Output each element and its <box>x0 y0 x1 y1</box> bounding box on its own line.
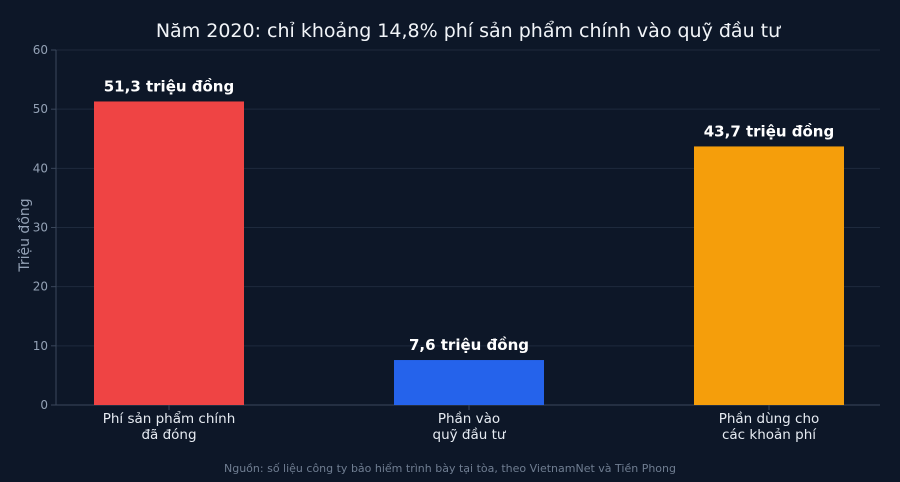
y-axis-title: Triệu đồng <box>16 198 33 272</box>
data-labels: 51,3 triệu đồng 7,6 triệu đồng 43,7 triệu … <box>104 76 834 354</box>
y-tick-label: 10 <box>33 339 48 353</box>
y-tick-label: 40 <box>33 161 48 175</box>
x-tick-label: đã đóng <box>141 427 196 443</box>
x-tick-label: Phí sản phẩm chính <box>103 410 236 427</box>
bar <box>394 360 544 405</box>
chart-title: Năm 2020: chỉ khoảng 14,8% phí sản phẩm … <box>156 20 781 42</box>
y-tick-label: 60 <box>33 43 48 57</box>
x-tick-label: các khoản phí <box>722 427 817 443</box>
source-note: Nguồn: số liệu công ty bảo hiểm trình bà… <box>224 462 676 475</box>
bar-value-label: 7,6 triệu đồng <box>409 335 529 354</box>
y-tick-label: 30 <box>33 221 48 235</box>
bar-value-label: 43,7 triệu đồng <box>704 121 834 140</box>
x-tick-label: Phần vào <box>438 411 500 427</box>
y-tick-label: 0 <box>40 398 48 412</box>
x-tick-label: quỹ đầu tư <box>433 427 507 443</box>
bar <box>94 101 244 405</box>
y-tick-label: 20 <box>33 280 48 294</box>
bar-value-label: 51,3 triệu đồng <box>104 76 234 95</box>
bar <box>694 146 844 406</box>
x-tick-label: Phần dùng cho <box>719 411 820 427</box>
y-tick-label: 50 <box>33 102 48 116</box>
bars <box>94 101 844 406</box>
